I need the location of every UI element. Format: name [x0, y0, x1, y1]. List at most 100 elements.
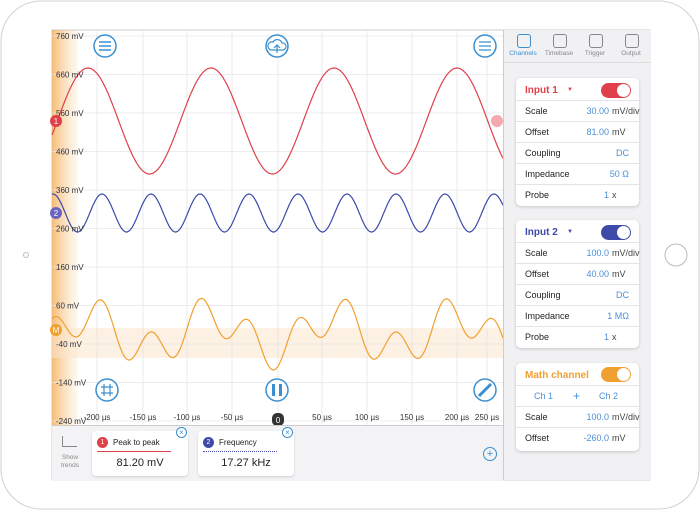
setting-label: Impedance	[525, 169, 570, 179]
tab[interactable]: Timebase	[541, 30, 577, 62]
setting-label: Probe	[525, 332, 550, 342]
tab-icon	[625, 34, 639, 48]
y-axis-label: 460 mV	[56, 148, 84, 157]
y-axis-label: 760 mV	[56, 32, 84, 41]
trigger-label: 0	[276, 416, 281, 425]
setting-unit: x	[612, 190, 617, 200]
measurement-card[interactable]: 2 Frequency 17.27 kHz ×	[198, 427, 294, 476]
tab[interactable]: Trigger	[577, 30, 613, 62]
trends-icon	[62, 436, 77, 447]
operand[interactable]: Ch 2	[599, 391, 619, 401]
grid-icon	[101, 384, 113, 396]
toggle[interactable]	[601, 367, 631, 382]
setting-row[interactable]: Impedance 1 MΩ	[516, 305, 639, 327]
camera	[23, 252, 29, 258]
channel-card: Input 2 ▼ Scale 100.0 mV/div Offset 40.00 mV Cou…	[516, 220, 640, 348]
setting-row[interactable]: Coupling DC	[516, 284, 639, 306]
operand[interactable]: Ch 1	[534, 391, 554, 401]
x-axis-label: 150 µs	[400, 413, 424, 422]
setting-row[interactable]: Offset -260.0 mV	[516, 427, 639, 449]
setting-row[interactable]: Scale 100.0 mV/div	[516, 242, 640, 264]
add-button[interactable]: +	[483, 447, 497, 461]
toggle[interactable]	[601, 83, 631, 98]
setting-value: 40.00	[586, 269, 609, 279]
pause-icon	[272, 384, 275, 396]
setting-unit: mV	[612, 269, 626, 279]
setting-value: 1	[603, 332, 609, 342]
tab-label: Trigger	[584, 50, 606, 57]
setting-label: Scale	[525, 248, 548, 258]
close-button[interactable]: ×	[176, 427, 187, 438]
setting-row[interactable]: Coupling DC	[516, 142, 639, 164]
channel-marker	[491, 115, 503, 127]
setting-row[interactable]: Probe 1 x	[516, 326, 639, 348]
math-card: Math channel Ch 1 + Ch 2 Scale 100.0 mV/div Off…	[516, 363, 640, 451]
x-axis-label: 50 µs	[312, 413, 332, 422]
setting-label: Offset	[525, 433, 549, 443]
toggle-knob	[617, 226, 630, 239]
setting-value: -260.0	[583, 433, 609, 443]
channel-marker-label: 2	[54, 209, 59, 218]
offset-strip	[52, 30, 78, 425]
cloud-icon	[267, 39, 287, 53]
setting-row[interactable]: Offset 81.00 mV	[516, 121, 639, 143]
setting-row[interactable]: Scale 100.0 mV/div	[516, 406, 640, 428]
channel-marker[interactable]	[50, 207, 62, 219]
setting-value: DC	[616, 148, 629, 158]
measurement-underline	[203, 451, 277, 452]
setting-unit: mV/div	[612, 106, 640, 116]
toggle[interactable]	[601, 225, 631, 240]
tab-icon	[517, 34, 531, 48]
setting-row[interactable]: Probe 1 x	[516, 184, 639, 206]
channel-marker-label: M	[53, 326, 60, 335]
setting-label: Scale	[525, 106, 548, 116]
setting-value: 81.00	[586, 127, 609, 137]
x-axis-label: -200 µs	[84, 413, 111, 422]
measurement-card[interactable]: 1 Peak to peak 81.20 mV ×	[92, 427, 188, 476]
channel-title: Input 1	[525, 85, 558, 96]
trends-button[interactable]: Show trends	[56, 434, 84, 474]
y-axis-label: 260 mV	[56, 225, 84, 234]
tab-icon	[553, 34, 567, 48]
setting-value: 1	[603, 190, 609, 200]
dropdown-arrow: ▼	[567, 229, 573, 235]
setting-label: Offset	[525, 269, 549, 279]
operator[interactable]: +	[573, 389, 581, 403]
channel-marker[interactable]	[50, 324, 62, 336]
tab-label: Output	[621, 50, 641, 57]
measurement-label: Peak to peak	[113, 438, 160, 447]
tab[interactable]: Output	[613, 30, 649, 62]
setting-row[interactable]: Scale 30.00 mV/div	[516, 100, 640, 122]
setting-label: Coupling	[525, 148, 561, 158]
y-axis-label: 360 mV	[56, 186, 84, 195]
setting-label: Probe	[525, 190, 550, 200]
channel-marker[interactable]	[50, 115, 62, 127]
measurement-value: 81.20 mV	[116, 457, 164, 469]
grid-button[interactable]	[95, 378, 119, 402]
y-axis-label: 660 mV	[56, 71, 84, 80]
tab[interactable]: Channels	[505, 30, 541, 62]
toggle-knob	[617, 368, 630, 381]
measurement-bar: Show trends 1 Peak to peak 81.20 mV × 2 Freque…	[52, 425, 503, 481]
x-axis-label: -50 µs	[221, 413, 243, 422]
setting-value: 50 Ω	[609, 169, 629, 179]
toggle-knob	[617, 84, 630, 97]
tab-label: Timebase	[544, 50, 574, 57]
channel-card: Input 1 ▼ Scale 30.00 mV/div Offset 81.00 mV Cou…	[516, 78, 640, 206]
setting-row[interactable]: Offset 40.00 mV	[516, 263, 639, 285]
settings-panel: Channels Timebase Trigger Output Input 1 ▼ Sca…	[503, 30, 651, 480]
ruler-icon	[477, 382, 493, 398]
sliders-icon	[479, 41, 491, 51]
setting-value: 1 MΩ	[607, 311, 629, 321]
y-axis-label: 560 mV	[56, 109, 84, 118]
waveform-math	[51, 297, 504, 371]
math-expression: Ch 1 + Ch 2	[516, 385, 639, 407]
setting-label: Offset	[525, 127, 549, 137]
pause-button[interactable]	[265, 378, 289, 402]
home-button[interactable]	[664, 243, 688, 267]
setting-row[interactable]: Impedance 50 Ω	[516, 163, 639, 185]
x-axis-label: 200 µs	[445, 413, 469, 422]
close-button[interactable]: ×	[282, 427, 293, 438]
channel-marker-label: 1	[54, 117, 59, 126]
